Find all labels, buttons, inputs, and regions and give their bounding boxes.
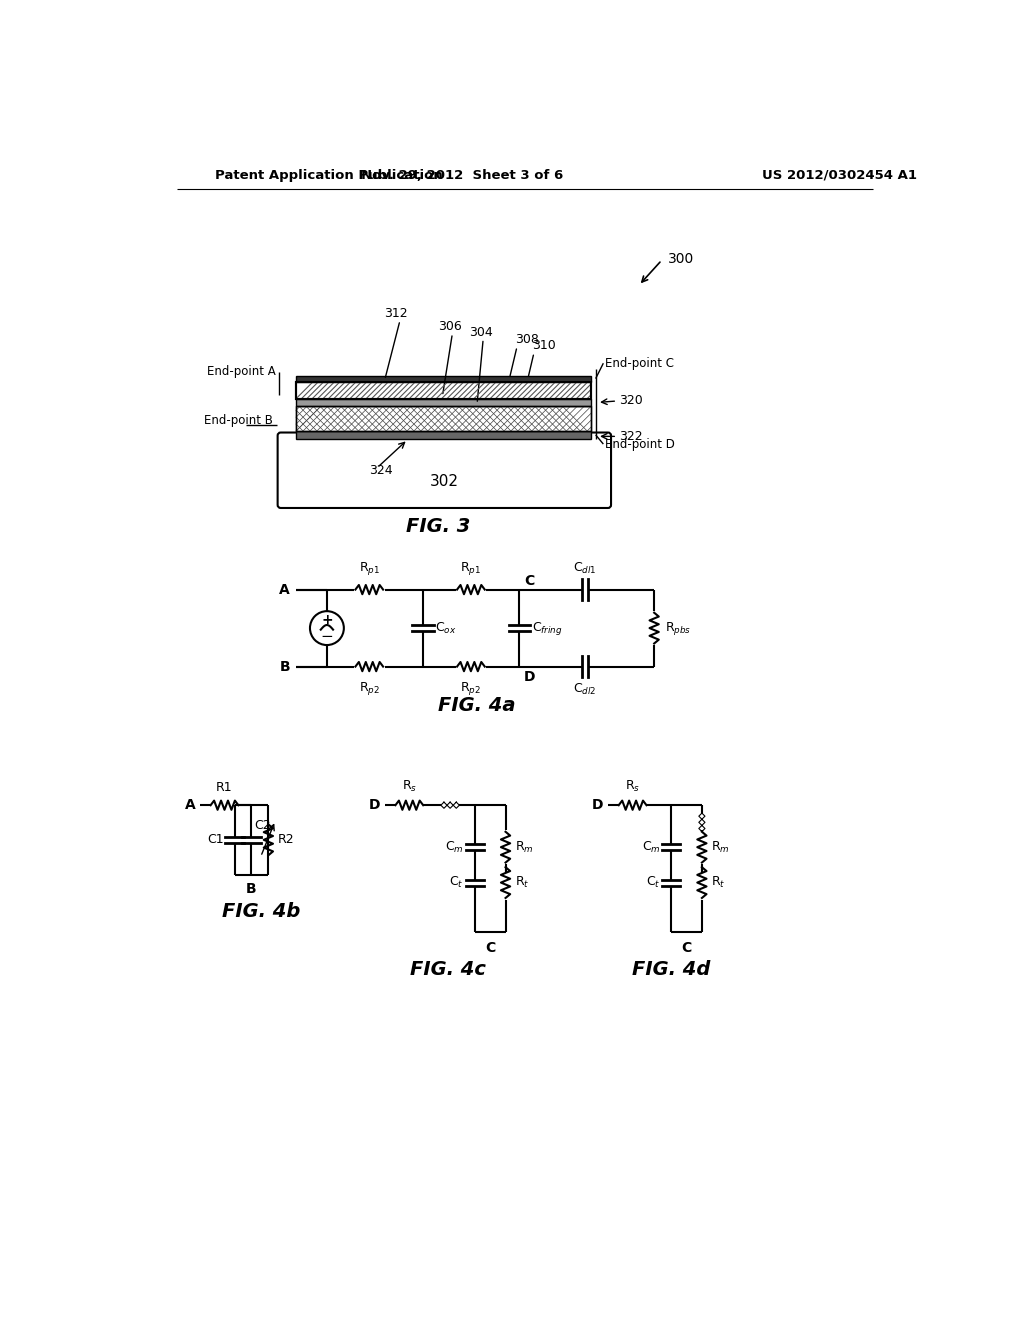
Text: C2: C2 bbox=[255, 820, 271, 833]
Text: End-point C: End-point C bbox=[605, 356, 674, 370]
Text: FIG. 4d: FIG. 4d bbox=[632, 960, 711, 978]
Text: +: + bbox=[322, 614, 333, 627]
Text: D: D bbox=[592, 799, 603, 812]
Text: B: B bbox=[280, 660, 290, 673]
Text: D: D bbox=[524, 669, 536, 684]
Text: End-point B: End-point B bbox=[204, 414, 273, 428]
Text: R$_s$: R$_s$ bbox=[625, 779, 640, 795]
Text: C$_t$: C$_t$ bbox=[646, 875, 660, 890]
Text: R$_s$: R$_s$ bbox=[401, 779, 417, 795]
Text: 310: 310 bbox=[532, 339, 556, 352]
Text: D: D bbox=[369, 799, 380, 812]
Text: C$_{fring}$: C$_{fring}$ bbox=[531, 619, 562, 636]
Bar bbox=[296, 430, 591, 438]
Text: FIG. 4c: FIG. 4c bbox=[410, 960, 485, 978]
Text: C$_m$: C$_m$ bbox=[642, 840, 660, 855]
Text: FIG. 4b: FIG. 4b bbox=[222, 902, 301, 921]
Text: R$_{p2}$: R$_{p2}$ bbox=[358, 681, 380, 697]
Text: C$_t$: C$_t$ bbox=[450, 875, 464, 890]
Text: R$_m$: R$_m$ bbox=[515, 840, 534, 855]
Text: End-point A: End-point A bbox=[207, 366, 275, 379]
Text: R$_{p2}$: R$_{p2}$ bbox=[461, 681, 481, 697]
Bar bbox=[296, 381, 591, 399]
Text: Nov. 29, 2012  Sheet 3 of 6: Nov. 29, 2012 Sheet 3 of 6 bbox=[360, 169, 563, 182]
Text: 300: 300 bbox=[668, 252, 694, 265]
FancyBboxPatch shape bbox=[278, 433, 611, 508]
Text: R$_m$: R$_m$ bbox=[711, 840, 730, 855]
Text: A: A bbox=[184, 799, 196, 812]
Text: −: − bbox=[321, 630, 333, 644]
Bar bbox=[296, 399, 591, 407]
Text: 312: 312 bbox=[384, 308, 408, 321]
Text: R$_{p1}$: R$_{p1}$ bbox=[461, 560, 481, 577]
Text: C1: C1 bbox=[207, 833, 223, 846]
Bar bbox=[296, 381, 591, 399]
Text: R$_{pbs}$: R$_{pbs}$ bbox=[665, 619, 691, 636]
Text: A: A bbox=[280, 582, 290, 597]
Bar bbox=[296, 407, 591, 430]
Text: FIG. 3: FIG. 3 bbox=[407, 517, 471, 536]
Text: 320: 320 bbox=[618, 395, 642, 408]
Text: 324: 324 bbox=[370, 463, 393, 477]
Text: US 2012/0302454 A1: US 2012/0302454 A1 bbox=[762, 169, 916, 182]
Text: C$_m$: C$_m$ bbox=[445, 840, 464, 855]
Text: C$_{dl2}$: C$_{dl2}$ bbox=[573, 682, 597, 697]
Text: C: C bbox=[681, 941, 691, 956]
Text: 302: 302 bbox=[430, 474, 459, 490]
Text: C: C bbox=[485, 941, 496, 956]
Text: R1: R1 bbox=[216, 781, 232, 795]
Text: 308: 308 bbox=[515, 333, 540, 346]
Text: R$_t$: R$_t$ bbox=[711, 875, 726, 890]
Text: C: C bbox=[524, 574, 535, 589]
Text: C$_{ox}$: C$_{ox}$ bbox=[435, 620, 457, 636]
Text: FIG. 4a: FIG. 4a bbox=[438, 696, 516, 714]
Bar bbox=[296, 376, 591, 381]
Text: 322: 322 bbox=[618, 430, 642, 444]
Text: R$_{p1}$: R$_{p1}$ bbox=[358, 560, 380, 577]
Text: End-point D: End-point D bbox=[605, 437, 675, 450]
Text: B: B bbox=[246, 882, 257, 896]
Bar bbox=[296, 407, 591, 430]
Text: 304: 304 bbox=[469, 326, 493, 339]
Text: C$_{dl1}$: C$_{dl1}$ bbox=[573, 561, 597, 576]
Text: Patent Application Publication: Patent Application Publication bbox=[215, 169, 443, 182]
Text: 306: 306 bbox=[438, 321, 462, 333]
Text: R$_t$: R$_t$ bbox=[515, 875, 529, 890]
Text: R2: R2 bbox=[278, 833, 294, 846]
